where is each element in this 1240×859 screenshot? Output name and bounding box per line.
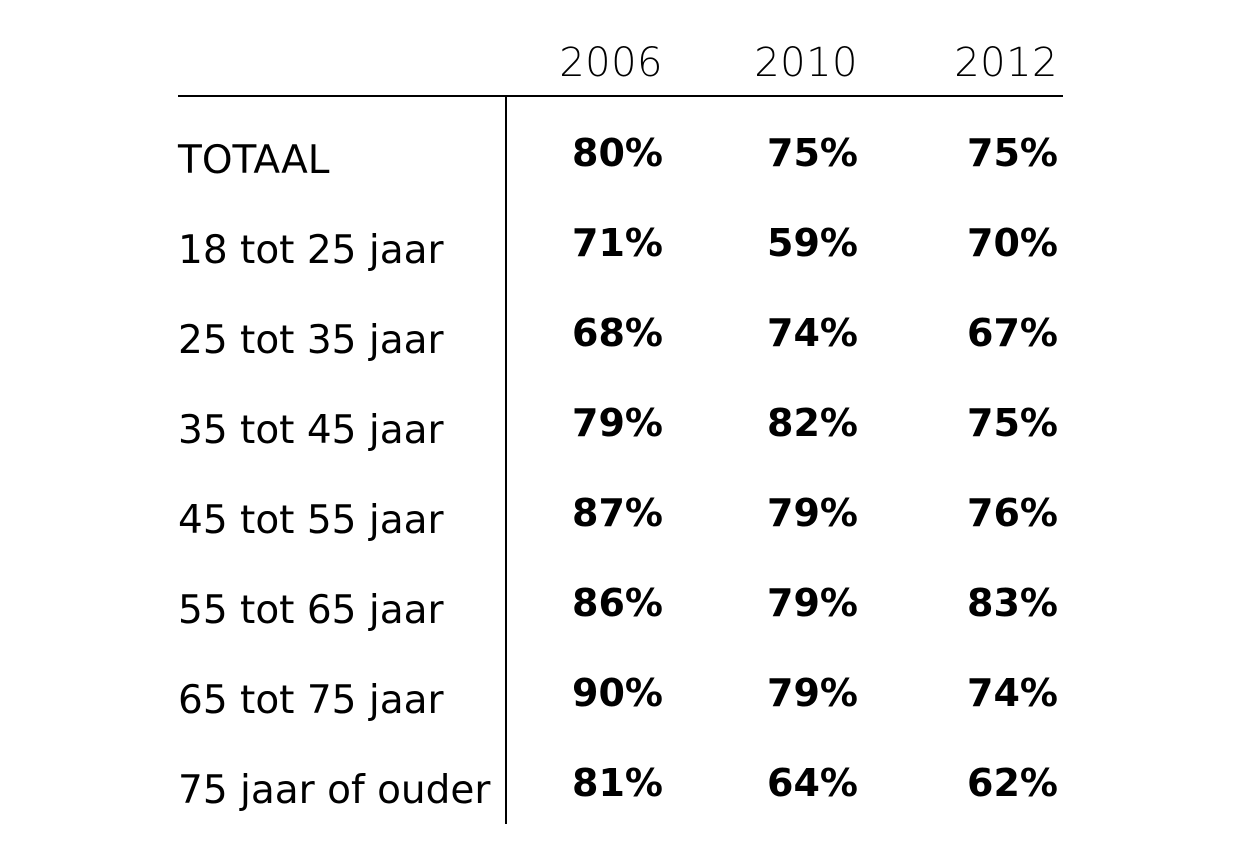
label-column-divider bbox=[505, 96, 507, 824]
value-cell: 59% bbox=[767, 221, 858, 265]
header-divider bbox=[178, 95, 1063, 97]
column-header-2012: 2012 bbox=[954, 40, 1058, 86]
value-cell: 75% bbox=[967, 401, 1058, 445]
value-cell: 76% bbox=[967, 491, 1058, 535]
row-label: 55 tot 65 jaar bbox=[178, 588, 444, 633]
value-cell: 83% bbox=[967, 581, 1058, 625]
value-cell: 74% bbox=[967, 671, 1058, 715]
value-cell: 80% bbox=[572, 131, 663, 175]
value-cell: 79% bbox=[767, 671, 858, 715]
row-label: 35 tot 45 jaar bbox=[178, 408, 444, 453]
row-label: 18 tot 25 jaar bbox=[178, 228, 444, 273]
value-cell: 64% bbox=[767, 761, 858, 805]
value-cell: 86% bbox=[572, 581, 663, 625]
row-label: 75 jaar of ouder bbox=[178, 768, 491, 813]
value-cell: 62% bbox=[967, 761, 1058, 805]
value-cell: 79% bbox=[767, 491, 858, 535]
row-label: 25 tot 35 jaar bbox=[178, 318, 444, 363]
value-cell: 75% bbox=[967, 131, 1058, 175]
value-cell: 68% bbox=[572, 311, 663, 355]
value-cell: 71% bbox=[572, 221, 663, 265]
column-header-2006: 2006 bbox=[559, 40, 663, 86]
value-cell: 79% bbox=[572, 401, 663, 445]
column-header-2010: 2010 bbox=[754, 40, 858, 86]
value-cell: 82% bbox=[767, 401, 858, 445]
value-cell: 74% bbox=[767, 311, 858, 355]
value-cell: 79% bbox=[767, 581, 858, 625]
row-label: TOTAAL bbox=[178, 138, 330, 183]
value-cell: 75% bbox=[767, 131, 858, 175]
value-cell: 70% bbox=[967, 221, 1058, 265]
value-cell: 67% bbox=[967, 311, 1058, 355]
value-cell: 90% bbox=[572, 671, 663, 715]
value-cell: 81% bbox=[572, 761, 663, 805]
value-cell: 87% bbox=[572, 491, 663, 535]
row-label: 65 tot 75 jaar bbox=[178, 678, 444, 723]
row-label: 45 tot 55 jaar bbox=[178, 498, 444, 543]
